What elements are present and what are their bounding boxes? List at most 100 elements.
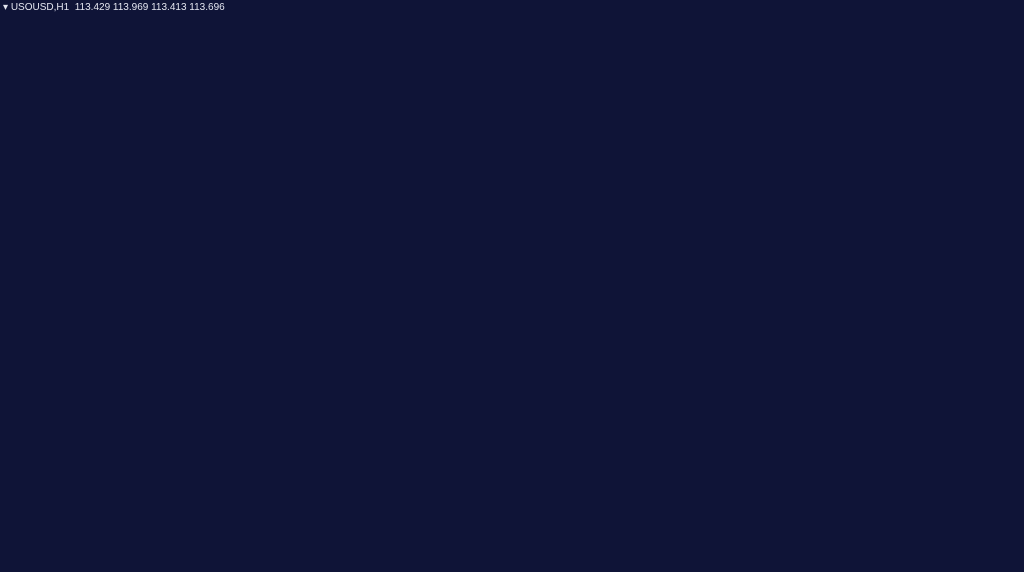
low-value: 113.413 bbox=[151, 2, 187, 13]
candle-bull bbox=[712, 108, 718, 129]
price-tick-label: 118.330 bbox=[986, 135, 1022, 146]
candle-bear bbox=[912, 318, 918, 331]
candle-bear bbox=[372, 74, 378, 89]
candle-bear bbox=[142, 154, 148, 165]
price-tick-label: 114.115 bbox=[986, 302, 1021, 313]
candle-bull bbox=[162, 144, 168, 200]
candle-bear bbox=[502, 88, 508, 149]
x-tick-label: 8 Jun 06:00 bbox=[199, 561, 252, 572]
candle-bear bbox=[152, 164, 158, 200]
current-price-box bbox=[981, 316, 1021, 329]
volume-bars bbox=[4, 340, 966, 385]
fib-level-label: 100.0 bbox=[952, 332, 977, 343]
macd-signal-line bbox=[4, 495, 966, 528]
price-tick-label: 114.955 bbox=[986, 269, 1022, 280]
rsi-line bbox=[14, 419, 966, 436]
candle-bear bbox=[732, 96, 738, 113]
candle-bear bbox=[512, 148, 518, 181]
candle-bull bbox=[792, 231, 798, 244]
candle-bull bbox=[52, 178, 58, 189]
candle-bear bbox=[392, 78, 398, 81]
candle-bear bbox=[782, 231, 788, 244]
fib-level-label: 23.6 bbox=[958, 95, 978, 106]
price-label-box bbox=[938, 194, 978, 207]
x-tick-label: 15 Jun 11:00 bbox=[852, 561, 910, 572]
macd-tick-label: -1.0154 bbox=[986, 546, 1020, 557]
candle-bull bbox=[802, 223, 808, 232]
candle-bull bbox=[532, 148, 538, 157]
rsi-tick-label: 0 bbox=[986, 458, 992, 469]
x-tick-label: 6 Jun 2022 bbox=[3, 561, 53, 572]
candle-bear bbox=[682, 148, 688, 157]
candle-bear bbox=[492, 73, 498, 89]
candle-bear bbox=[322, 57, 328, 66]
candle-bull bbox=[832, 215, 838, 228]
candle-bull bbox=[482, 73, 488, 93]
candle-bear bbox=[292, 49, 298, 54]
candle-bear bbox=[562, 211, 568, 216]
candle-bear bbox=[582, 203, 588, 212]
candle-bear bbox=[302, 53, 308, 62]
candles bbox=[2, 34, 968, 340]
candle-bear bbox=[332, 65, 338, 70]
candle-bull bbox=[962, 322, 968, 327]
fib-level-label: 38.2 bbox=[958, 140, 978, 151]
candle-bull bbox=[92, 180, 98, 187]
candle-bear bbox=[432, 100, 438, 113]
candle-bear bbox=[592, 211, 598, 216]
candle-bear bbox=[42, 180, 48, 189]
candle-bear bbox=[662, 132, 668, 141]
candle-bull bbox=[202, 136, 208, 147]
bollinger-lower bbox=[4, 109, 966, 385]
candle-bear bbox=[942, 303, 948, 311]
macd-label: MACD(12,26,9) -0.7253 -0.8089 bbox=[4, 471, 147, 482]
candle-bear bbox=[552, 195, 558, 212]
rsi-panel: 100 70 30 0 bbox=[0, 389, 1003, 469]
candle-bull bbox=[132, 154, 138, 169]
bollinger-middle bbox=[4, 61, 966, 303]
candle-bear bbox=[192, 140, 198, 147]
price-tick-label: 120.850 bbox=[986, 35, 1023, 46]
x-tick-label: 10 Jun 20:00 bbox=[525, 561, 583, 572]
dropdown-triangle-icon[interactable]: ▾ bbox=[3, 2, 9, 13]
rsi-label: RSI(14) 37.1432 bbox=[4, 392, 78, 403]
candle-bear bbox=[842, 215, 848, 220]
horizontal-line-label: 116.784 bbox=[940, 197, 976, 208]
candle-bear bbox=[102, 180, 108, 200]
candle-bear bbox=[762, 49, 768, 70]
bollinger-upper bbox=[4, 0, 966, 221]
candle-bear bbox=[62, 178, 68, 185]
symbol-label: USOUSD,H1 bbox=[10, 2, 70, 13]
candle-bear bbox=[952, 310, 958, 327]
candle-bear bbox=[772, 69, 778, 232]
candle-bear bbox=[892, 263, 898, 280]
candle-bull bbox=[722, 96, 728, 109]
x-tick-label: 13 Jun 21:00 bbox=[656, 561, 714, 572]
price-tick-label: 113.275 bbox=[986, 336, 1022, 347]
candle-bull bbox=[72, 176, 78, 185]
x-tick-label: 14 Jun 10:00 bbox=[721, 561, 779, 572]
close-value: 113.696 bbox=[189, 2, 225, 13]
candle-bear bbox=[82, 176, 88, 187]
price-tick-label: 121.690 bbox=[986, 2, 1023, 13]
candle-bull bbox=[602, 207, 608, 216]
x-tick-label: 10 Jun 08:00 bbox=[460, 561, 518, 572]
candle-bull bbox=[352, 69, 358, 77]
fib-extra-label: 0.0 bbox=[963, 352, 977, 363]
candle-bull bbox=[212, 128, 218, 137]
candle-bear bbox=[652, 104, 658, 133]
candle-bull bbox=[472, 92, 478, 109]
x-tick-label: 7 Jun 05:00 bbox=[68, 561, 121, 572]
current-price-label: 113.696 bbox=[983, 319, 1019, 330]
candle-bull bbox=[692, 136, 698, 157]
candle-bull bbox=[452, 116, 458, 125]
grid bbox=[0, 0, 980, 555]
x-tick-label: 9 Jun 07:00 bbox=[330, 561, 383, 572]
candle-bear bbox=[632, 223, 638, 256]
candle-bear bbox=[252, 100, 258, 125]
candle-bear bbox=[342, 69, 348, 77]
chart-header: ▾ USOUSD,H1 113.429 113.969 113.413 113.… bbox=[3, 2, 225, 13]
rsi-tick-label: 100 bbox=[986, 389, 1003, 400]
candle-bull bbox=[812, 219, 818, 224]
